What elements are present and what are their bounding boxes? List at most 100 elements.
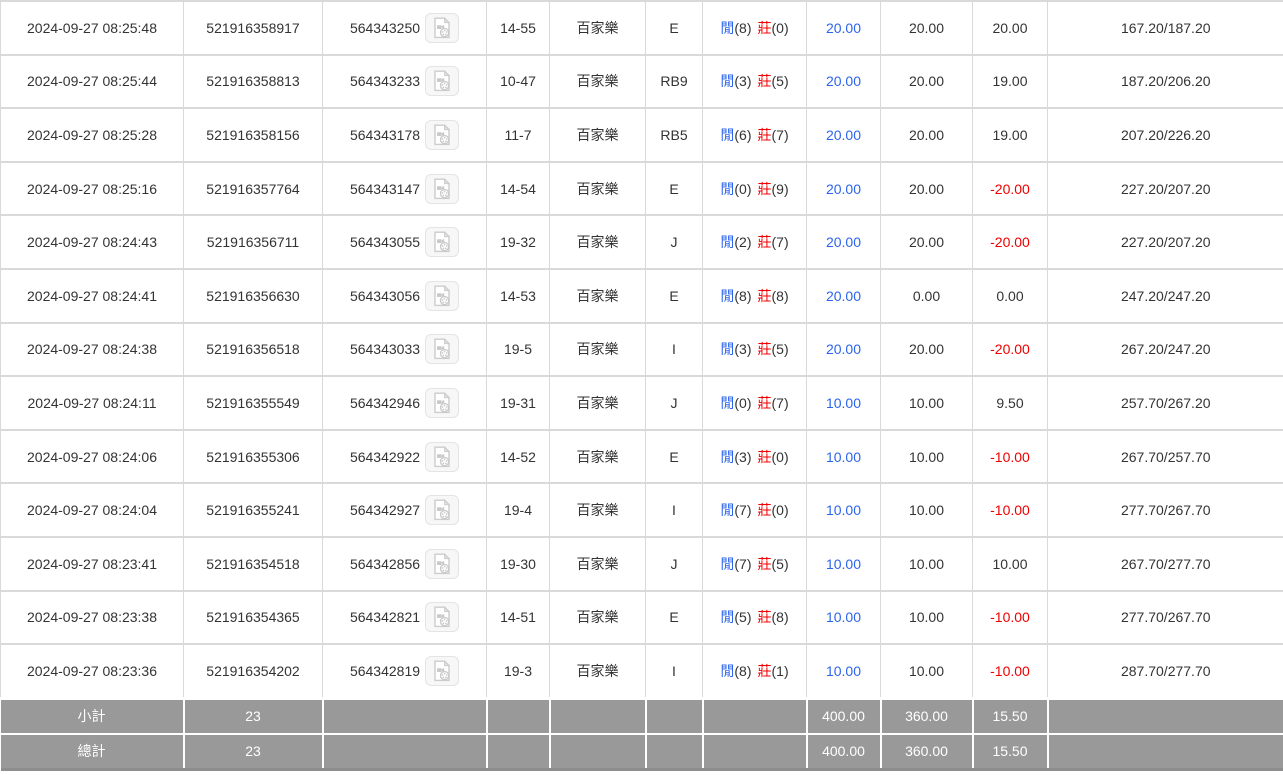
- bet-amount-link[interactable]: 20.00: [806, 321, 881, 378]
- win-loss: -20.00: [972, 214, 1048, 270]
- round-video-cell: 564342946: [322, 375, 487, 431]
- balance: 187.20/206.20: [1047, 53, 1283, 110]
- video-replay-button[interactable]: [425, 280, 460, 311]
- video-replay-button[interactable]: [425, 227, 460, 258]
- banker-label: 莊: [757, 502, 772, 519]
- banker-points: (8): [771, 287, 789, 304]
- bet-time: 2024-09-27 08:25:16: [0, 160, 184, 217]
- player-points: (3): [734, 341, 752, 358]
- score-cell: 閒(8) 莊(8): [702, 267, 807, 324]
- video-replay-button[interactable]: [425, 441, 460, 472]
- bet-amount-link[interactable]: 20.00: [806, 160, 881, 217]
- player-points: (3): [734, 73, 752, 90]
- table-round: 19-4: [486, 482, 550, 538]
- total-winloss-total: 15.50: [971, 732, 1049, 771]
- bet-row: 2024-09-27 08:25:44 521916358813 564343233…: [0, 53, 1283, 110]
- bet-amount-link[interactable]: 10.00: [806, 535, 881, 592]
- bet-row: 2024-09-27 08:24:04 521916355241 564342927…: [0, 482, 1283, 538]
- round-id: 564342946: [349, 394, 421, 411]
- player-label: 閒: [720, 234, 735, 251]
- valid-bet: 10.00: [880, 375, 973, 431]
- bet-amount-link[interactable]: 10.00: [806, 643, 881, 700]
- bet-amount-link[interactable]: 20.00: [806, 53, 881, 110]
- player-label: 閒: [720, 287, 735, 304]
- score-cell: 閒(3) 莊(5): [702, 321, 807, 378]
- valid-bet: 20.00: [880, 160, 973, 217]
- bet-amount-link[interactable]: 10.00: [806, 482, 881, 538]
- subtotal-valid-total: 360.00: [879, 696, 974, 735]
- video-replay-button[interactable]: [425, 655, 460, 686]
- result-code: E: [645, 160, 703, 217]
- player-label: 閒: [720, 73, 735, 90]
- bet-row: 2024-09-27 08:23:41 521916354518 564342856…: [0, 535, 1283, 592]
- bet-amount-link[interactable]: 20.00: [806, 0, 881, 56]
- player-points: (7): [734, 555, 752, 572]
- total-empty-cell: [1046, 732, 1283, 771]
- bet-row: 2024-09-27 08:23:36 521916354202 564342819…: [0, 643, 1283, 700]
- score-cell: 閒(3) 莊(5): [702, 53, 807, 110]
- subtotal-row: 小計 23 400.00 360.00 15.50: [0, 696, 1283, 735]
- bet-id: 521916355549: [183, 375, 323, 431]
- valid-bet: 10.00: [880, 643, 973, 700]
- video-file-icon: [434, 16, 451, 38]
- bet-amount-link[interactable]: 20.00: [806, 267, 881, 324]
- bet-id: 521916356711: [183, 214, 323, 270]
- win-loss: 0.00: [972, 267, 1048, 324]
- video-replay-button[interactable]: [425, 548, 460, 579]
- video-replay-button[interactable]: [425, 12, 460, 43]
- total-empty-cell: [548, 732, 647, 771]
- score-cell: 閒(5) 莊(8): [702, 589, 807, 646]
- subtotal-bet-total: 400.00: [805, 696, 882, 735]
- result-code: E: [645, 428, 703, 485]
- round-id: 564342922: [349, 448, 421, 465]
- video-replay-button[interactable]: [425, 119, 460, 150]
- round-id: 564342821: [349, 609, 421, 626]
- subtotal-empty-cell: [701, 696, 808, 735]
- video-replay-button[interactable]: [425, 387, 460, 418]
- banker-points: (0): [771, 502, 789, 519]
- player-points: (8): [734, 662, 752, 679]
- video-replay-button[interactable]: [425, 334, 460, 365]
- bet-amount-link[interactable]: 10.00: [806, 589, 881, 646]
- video-replay-button[interactable]: [425, 495, 460, 526]
- video-replay-button[interactable]: [425, 66, 460, 97]
- player-points: (6): [734, 126, 752, 143]
- bet-amount-link[interactable]: 20.00: [806, 107, 881, 163]
- game-name: 百家樂: [549, 267, 646, 324]
- banker-points: (5): [771, 341, 789, 358]
- game-name: 百家樂: [549, 0, 646, 56]
- bet-time: 2024-09-27 08:24:06: [0, 428, 184, 485]
- round-video-cell: 564343055: [322, 214, 487, 270]
- valid-bet: 0.00: [880, 267, 973, 324]
- video-replay-button[interactable]: [425, 602, 460, 633]
- video-file-icon: [434, 70, 451, 92]
- table-round: 19-30: [486, 535, 550, 592]
- balance: 167.20/187.20: [1047, 0, 1283, 56]
- subtotal-empty-cell: [321, 696, 488, 735]
- video-replay-button[interactable]: [425, 173, 460, 204]
- player-label: 閒: [720, 662, 735, 679]
- subtotal-winloss-total: 15.50: [971, 696, 1049, 735]
- total-label: 總計: [0, 732, 185, 771]
- bet-amount-link[interactable]: 10.00: [806, 375, 881, 431]
- bet-amount-link[interactable]: 20.00: [806, 214, 881, 270]
- bet-id: 521916354202: [183, 643, 323, 700]
- game-name: 百家樂: [549, 321, 646, 378]
- banker-label: 莊: [757, 19, 772, 36]
- banker-points: (9): [771, 180, 789, 197]
- bet-amount-link[interactable]: 10.00: [806, 428, 881, 485]
- round-video-cell: 564342856: [322, 535, 487, 592]
- player-points: (2): [734, 234, 752, 251]
- bet-id: 521916358813: [183, 53, 323, 110]
- bet-row: 2024-09-27 08:24:11 521916355549 564342946…: [0, 375, 1283, 431]
- score-cell: 閒(3) 莊(0): [702, 428, 807, 485]
- bet-id: 521916358917: [183, 0, 323, 56]
- video-file-icon: [434, 284, 451, 306]
- round-id: 564343250: [349, 19, 421, 36]
- bet-time: 2024-09-27 08:24:43: [0, 214, 184, 270]
- subtotal-empty-cell: [644, 696, 704, 735]
- video-file-icon: [434, 391, 451, 414]
- result-code: J: [645, 375, 703, 431]
- score-cell: 閒(7) 莊(5): [702, 535, 807, 592]
- result-code: I: [645, 321, 703, 378]
